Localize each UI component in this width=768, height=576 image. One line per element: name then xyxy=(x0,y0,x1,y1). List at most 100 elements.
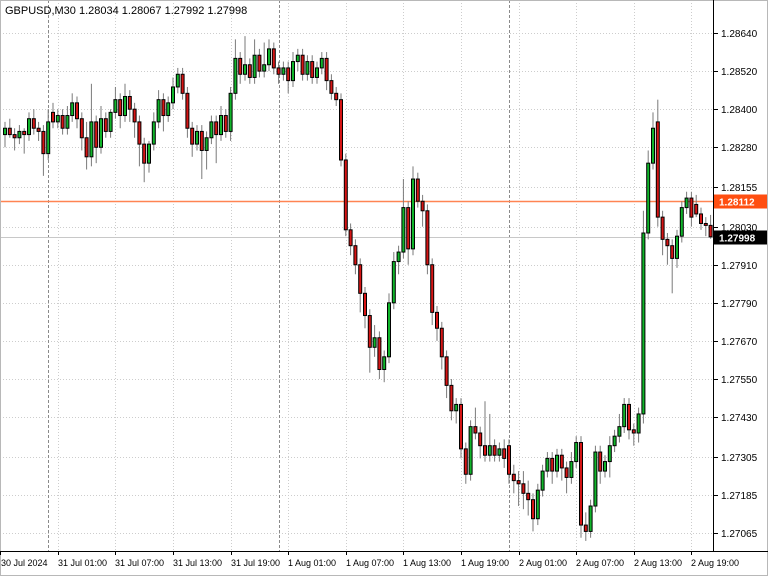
y-axis-label: 1.28280 xyxy=(721,143,758,154)
candle xyxy=(694,194,699,218)
candle xyxy=(315,61,319,84)
candle-body xyxy=(679,207,684,237)
candle-body xyxy=(324,57,329,82)
candle xyxy=(579,436,583,538)
candle xyxy=(377,331,382,380)
candle-body xyxy=(247,64,252,78)
candle xyxy=(291,52,295,87)
y-axis-label: 1.27305 xyxy=(721,453,758,464)
candle xyxy=(118,93,123,129)
candle xyxy=(219,106,223,141)
bid-price-badge: 1.27998 xyxy=(714,230,767,245)
candle xyxy=(516,471,521,507)
candle-body xyxy=(641,232,646,415)
candle xyxy=(243,36,247,81)
candle-body xyxy=(363,292,367,317)
candle-body xyxy=(622,403,627,428)
candle xyxy=(487,413,492,462)
candle xyxy=(55,109,60,129)
candle xyxy=(358,258,363,313)
x-axis-label: 2 Aug 07:00 xyxy=(576,558,624,568)
candle xyxy=(454,398,459,424)
y-axis-label: 1.27550 xyxy=(721,375,758,386)
candle-body xyxy=(439,327,444,358)
candle xyxy=(195,125,199,151)
candle-body xyxy=(305,61,310,75)
candle xyxy=(655,99,660,227)
candle-body xyxy=(435,311,439,329)
candle-body xyxy=(339,99,343,161)
candle xyxy=(612,429,617,453)
candle xyxy=(94,115,99,164)
candle xyxy=(396,245,401,275)
time-axis[interactable]: 30 Jul 2024 31 Jul 01:00 31 Jul 07:00 31 Ju… xyxy=(0,551,740,568)
candle xyxy=(521,471,526,510)
x-axis-label: 31 Jul 19:00 xyxy=(231,558,280,568)
candle xyxy=(137,115,142,167)
candle-body xyxy=(406,207,411,250)
candle xyxy=(276,61,281,84)
candle-body xyxy=(103,118,108,132)
candle xyxy=(70,93,75,122)
candle xyxy=(646,150,651,240)
candle xyxy=(79,112,84,151)
candle xyxy=(3,121,7,148)
candle xyxy=(252,39,257,84)
y-axis-label: 1.27790 xyxy=(721,299,758,310)
candle xyxy=(127,90,132,122)
candle-body xyxy=(521,483,526,494)
bid-price-badge-bg xyxy=(714,230,767,245)
candle-body xyxy=(199,130,204,151)
candle-body xyxy=(353,245,358,266)
candle-body xyxy=(262,64,267,72)
candle xyxy=(51,102,55,129)
candle xyxy=(295,48,300,72)
candle-body xyxy=(703,222,708,226)
candle xyxy=(473,407,478,440)
x-axis-label: 1 Aug 19:00 xyxy=(461,558,509,568)
orange-price-badge-text: 1.28112 xyxy=(719,198,755,209)
candle xyxy=(660,210,665,256)
x-axis-label: 1 Aug 07:00 xyxy=(346,558,394,568)
candle-body xyxy=(593,451,598,507)
candle-body xyxy=(555,454,559,472)
candle xyxy=(631,423,636,446)
candle-body xyxy=(286,67,291,82)
candle-body xyxy=(22,130,27,136)
candle-body xyxy=(243,64,247,75)
candle xyxy=(382,350,387,383)
candle xyxy=(238,52,243,84)
candle-body xyxy=(487,445,492,456)
candle-body xyxy=(12,134,17,139)
candle xyxy=(353,239,358,275)
candle xyxy=(271,42,276,75)
candle xyxy=(319,52,324,75)
candle xyxy=(108,109,113,138)
candle-body xyxy=(651,127,655,164)
candle xyxy=(607,436,612,478)
candle-body xyxy=(171,86,175,104)
y-axis-label: 1.27065 xyxy=(721,529,758,540)
candle xyxy=(103,112,108,138)
candle xyxy=(180,67,185,100)
candle-body xyxy=(627,403,631,431)
candle xyxy=(209,115,214,145)
candle-body xyxy=(574,442,579,463)
candle-body xyxy=(636,413,641,434)
candle-body xyxy=(94,121,99,148)
candle xyxy=(670,239,675,294)
candle xyxy=(151,112,156,151)
candle-body xyxy=(46,121,51,155)
candle-body xyxy=(655,121,660,218)
candles xyxy=(3,36,713,541)
candle-body xyxy=(699,213,703,224)
candle-body xyxy=(684,197,689,209)
chart-title: GBPUSD,M30 1.28034 1.28067 1.27992 1.279… xyxy=(5,5,247,17)
price-axis[interactable]: 1.28640 1.28520 1.28400 1.28280 1.28155 1.280… xyxy=(713,29,767,540)
candle xyxy=(99,106,103,154)
candle-body xyxy=(420,200,425,212)
candle-body xyxy=(3,127,7,136)
candle-body xyxy=(415,178,420,202)
